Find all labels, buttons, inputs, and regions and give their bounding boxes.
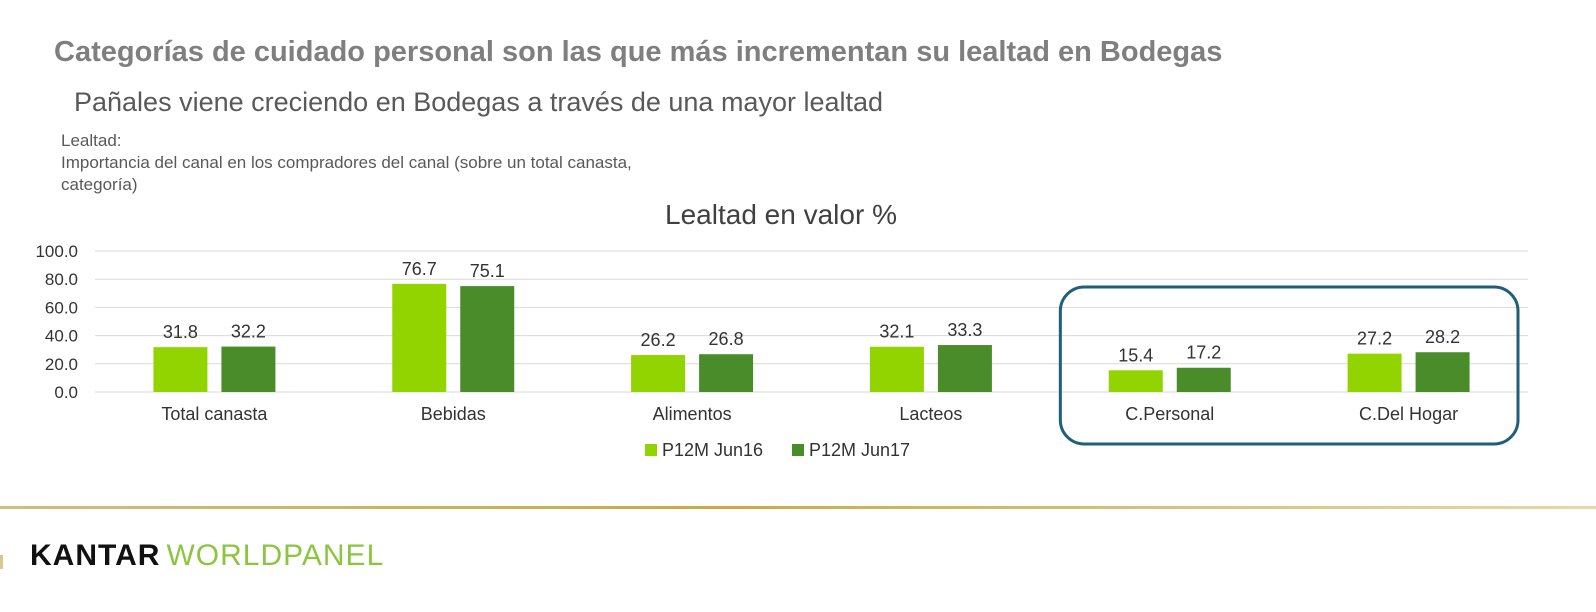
highlight-box bbox=[1058, 285, 1520, 446]
data-label: 17.2 bbox=[1186, 343, 1221, 363]
bar-jun16 bbox=[392, 283, 447, 392]
bar-jun17 bbox=[1415, 352, 1470, 392]
note-line-2: Importancia del canal en los compradores… bbox=[61, 153, 632, 172]
data-label: 31.8 bbox=[163, 322, 198, 342]
category-label: Lacteos bbox=[899, 404, 962, 424]
note-line-1: Lealtad: bbox=[61, 131, 122, 150]
y-tick-label: 0.0 bbox=[54, 383, 78, 402]
data-label: 26.8 bbox=[709, 329, 744, 349]
bar-jun17 bbox=[699, 354, 754, 392]
bar-jun16 bbox=[153, 347, 208, 392]
bar-chart: Lealtad en valor % 100.0 80.0 60.0 40.0 20.0 0… bbox=[35, 199, 1528, 460]
legend-swatch bbox=[792, 444, 804, 456]
footer-divider bbox=[0, 506, 1596, 509]
legend-label: P12M Jun16 bbox=[662, 440, 763, 460]
legend-label: P12M Jun17 bbox=[809, 440, 910, 460]
page-title: Categorías de cuidado personal son las q… bbox=[54, 36, 1223, 68]
bar-jun16 bbox=[1108, 370, 1163, 392]
data-label: 76.7 bbox=[402, 259, 437, 279]
legend-swatch bbox=[645, 444, 657, 456]
y-tick-label: 20.0 bbox=[45, 355, 78, 374]
footer-tick-mark bbox=[0, 555, 3, 569]
data-label: 28.2 bbox=[1425, 327, 1460, 347]
category-label: C.Del Hogar bbox=[1359, 404, 1458, 424]
data-label: 32.1 bbox=[879, 322, 914, 342]
bar-jun17 bbox=[221, 346, 276, 392]
bar-jun17 bbox=[937, 345, 992, 392]
definition-note: Lealtad: Importancia del canal en los co… bbox=[61, 130, 761, 196]
y-tick-label: 60.0 bbox=[45, 298, 78, 317]
page-subtitle: Pañales viene creciendo en Bodegas a tra… bbox=[74, 87, 884, 117]
chart-title: Lealtad en valor % bbox=[665, 199, 897, 230]
bar-jun17 bbox=[1176, 367, 1231, 392]
note-line-3: categoría) bbox=[61, 175, 138, 194]
logo-product: WORLDPANEL bbox=[166, 539, 385, 572]
data-label: 26.2 bbox=[641, 330, 676, 350]
data-label: 27.2 bbox=[1357, 329, 1392, 349]
bar-jun16 bbox=[631, 355, 686, 392]
data-label: 75.1 bbox=[470, 261, 505, 281]
y-tick-label: 40.0 bbox=[45, 327, 78, 346]
data-label: 15.4 bbox=[1118, 345, 1153, 365]
y-tick-label: 80.0 bbox=[45, 270, 78, 289]
bar-jun16 bbox=[1347, 353, 1402, 392]
kantar-worldpanel-logo: KANTAR WORLDPANEL bbox=[30, 538, 384, 574]
data-label: 32.2 bbox=[231, 322, 266, 342]
bar-jun17 bbox=[460, 286, 515, 392]
data-label: 33.3 bbox=[947, 320, 982, 340]
category-label: Alimentos bbox=[653, 404, 732, 424]
category-label: Bebidas bbox=[421, 404, 486, 424]
bar-jun16 bbox=[869, 346, 924, 392]
y-tick-label: 100.0 bbox=[35, 242, 78, 261]
category-label: Total canasta bbox=[161, 404, 268, 424]
logo-brand: KANTAR bbox=[30, 539, 161, 572]
category-label: C.Personal bbox=[1125, 404, 1214, 424]
